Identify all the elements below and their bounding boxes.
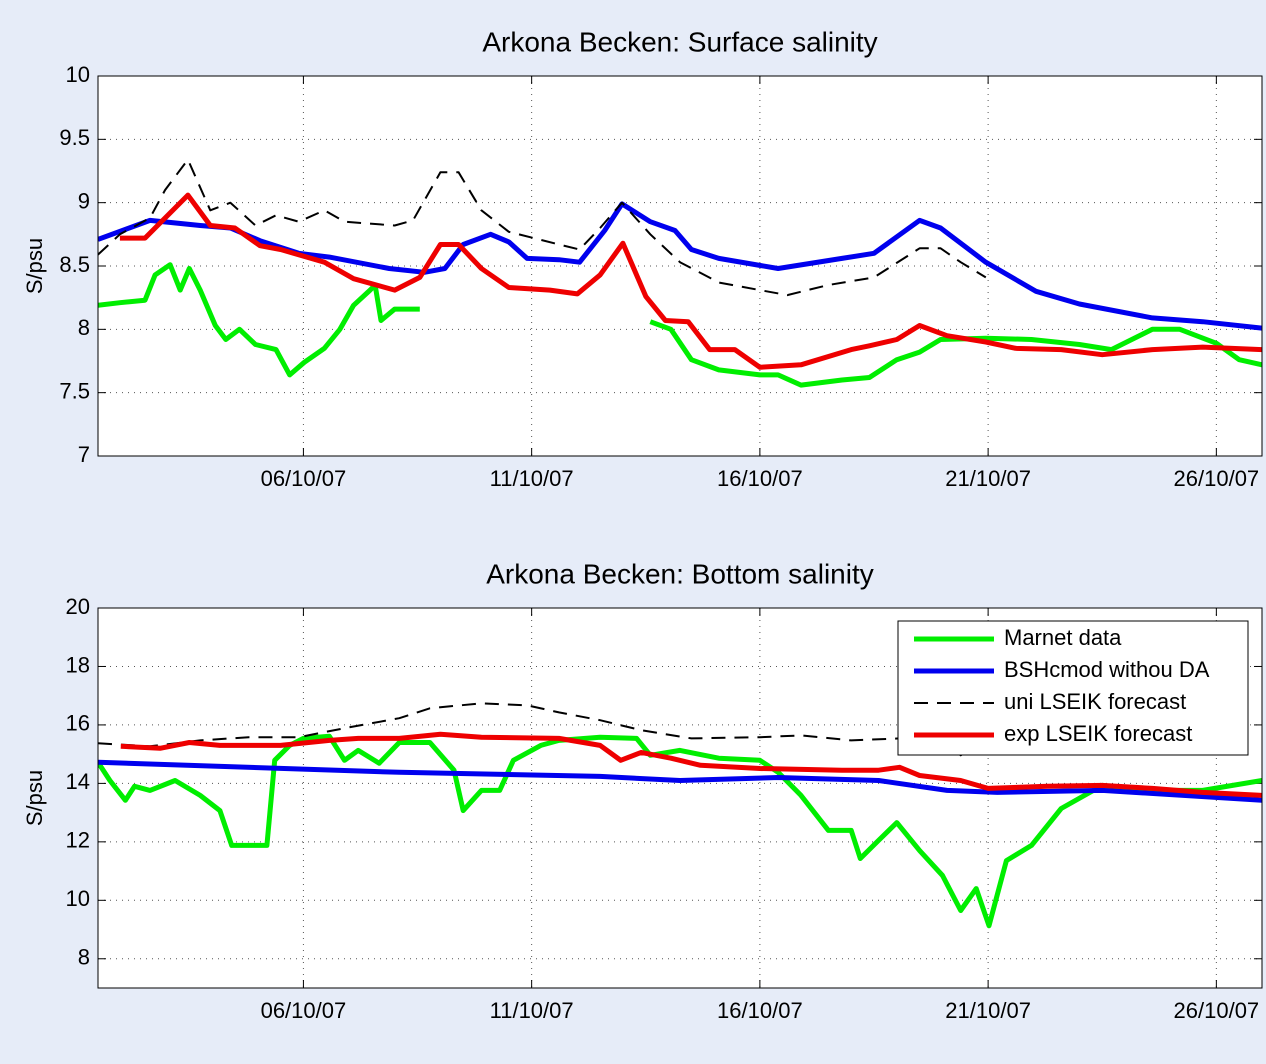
x-tick-label: 16/10/07 xyxy=(717,998,803,1023)
data-line xyxy=(119,192,1262,370)
y-tick-label: 10 xyxy=(66,886,90,911)
legend-label: uni LSEIK forecast xyxy=(1004,689,1186,714)
legend-label: BSHcmod withou DA xyxy=(1004,657,1210,682)
y-tick-label: 9 xyxy=(78,188,90,213)
y-tick-label: 16 xyxy=(66,711,90,736)
x-tick-label: 06/10/07 xyxy=(261,466,347,491)
data-line xyxy=(98,201,1262,331)
data-line xyxy=(98,262,1262,388)
x-tick-label: 16/10/07 xyxy=(717,466,803,491)
plot-lines xyxy=(98,702,1262,929)
y-tick-label: 7 xyxy=(78,442,90,467)
x-tick-label: 11/10/07 xyxy=(490,998,574,1023)
data-line xyxy=(98,702,977,757)
data-line xyxy=(98,158,987,297)
x-tick-label: 11/10/07 xyxy=(490,466,574,491)
x-tick-label: 26/10/07 xyxy=(1174,998,1260,1023)
data-line xyxy=(98,733,1262,929)
y-tick-label: 18 xyxy=(66,652,90,677)
axes: Arkona Becken: Bottom salinity S/psu 8 10 12… xyxy=(22,558,1263,1023)
plot-frame xyxy=(97,607,1263,989)
y-tick-label: 8 xyxy=(78,315,90,340)
y-axis-label: S/psu xyxy=(22,770,47,826)
legend: Marnet data BSHcmod withou DA uni LSEIK f… xyxy=(897,620,1249,756)
y-tick-label: 14 xyxy=(66,769,90,794)
plot-lines xyxy=(98,158,1262,388)
axes: Arkona Becken: Surface salinity S/psu 7 7.5… xyxy=(22,26,1263,491)
y-tick-label: 20 xyxy=(66,594,90,619)
x-tick-label: 21/10/07 xyxy=(945,998,1031,1023)
chart-title: Arkona Becken: Surface salinity xyxy=(482,26,877,57)
y-tick-label: 7.5 xyxy=(59,378,90,403)
x-tick-label: 06/10/07 xyxy=(261,998,347,1023)
legend-label: Marnet data xyxy=(1004,625,1122,650)
legend-label: exp LSEIK forecast xyxy=(1004,721,1192,746)
y-tick-label: 8 xyxy=(78,945,90,970)
y-axis-label: S/psu xyxy=(22,238,47,294)
y-tick-label: 8.5 xyxy=(59,252,90,277)
data-line xyxy=(98,759,1262,803)
data-line xyxy=(120,731,1262,798)
y-tick-label: 10 xyxy=(66,62,90,87)
x-tick-label: 21/10/07 xyxy=(945,466,1031,491)
x-tick-label: 26/10/07 xyxy=(1174,466,1260,491)
y-tick-label: 9.5 xyxy=(59,125,90,150)
plot-frame xyxy=(97,75,1263,457)
y-tick-label: 12 xyxy=(66,828,90,853)
chart-title: Arkona Becken: Bottom salinity xyxy=(486,558,874,589)
